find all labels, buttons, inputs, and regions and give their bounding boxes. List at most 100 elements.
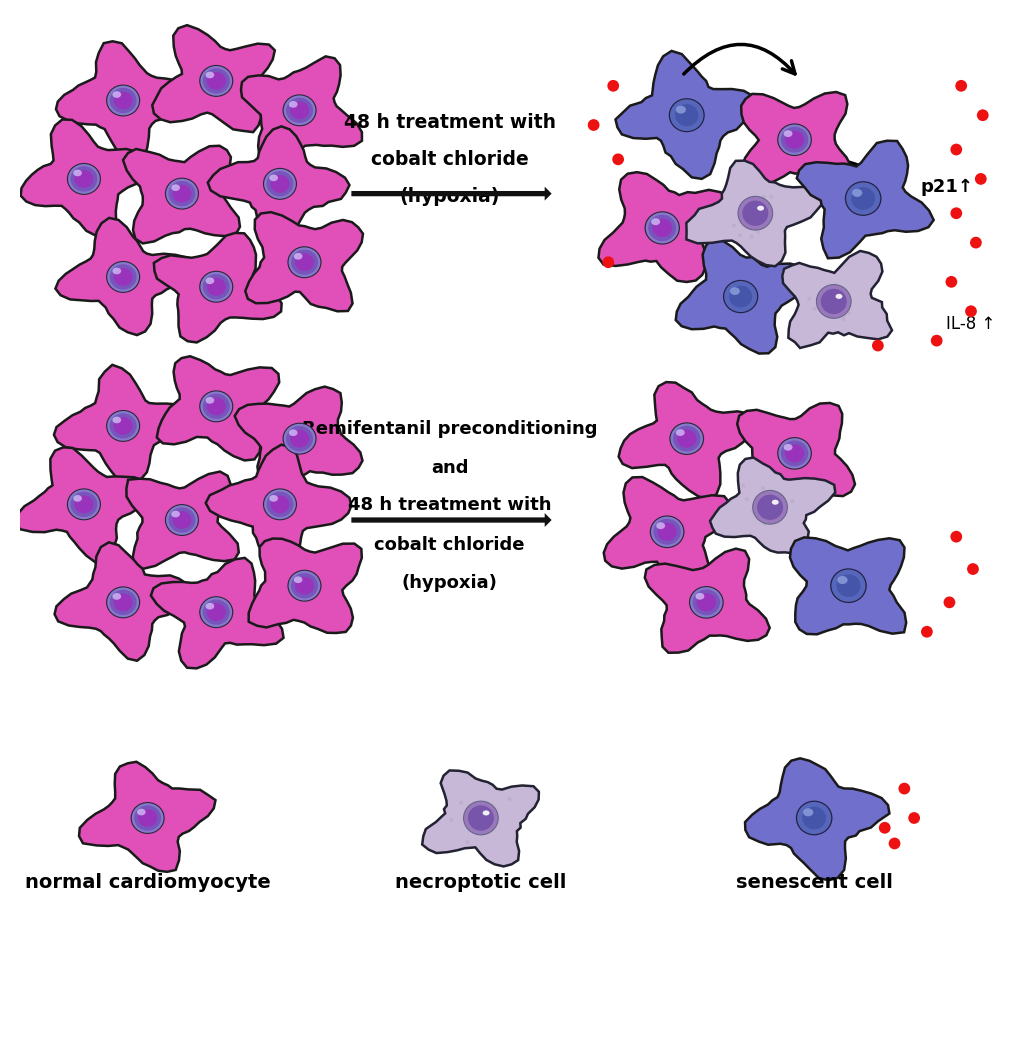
Circle shape xyxy=(920,626,931,638)
Ellipse shape xyxy=(112,268,121,274)
Ellipse shape xyxy=(468,805,493,830)
Ellipse shape xyxy=(207,72,225,90)
Circle shape xyxy=(950,144,961,155)
Text: (hypoxia): (hypoxia) xyxy=(401,574,497,592)
Ellipse shape xyxy=(207,603,225,621)
Ellipse shape xyxy=(200,272,232,301)
Circle shape xyxy=(842,314,846,318)
Circle shape xyxy=(488,804,492,809)
Circle shape xyxy=(485,801,489,805)
Circle shape xyxy=(743,199,747,203)
Ellipse shape xyxy=(742,200,767,226)
Ellipse shape xyxy=(783,444,792,451)
Ellipse shape xyxy=(290,573,318,598)
Ellipse shape xyxy=(109,414,137,439)
Ellipse shape xyxy=(294,577,314,595)
Text: (hypoxia): (hypoxia) xyxy=(399,188,499,206)
Polygon shape xyxy=(55,218,195,336)
Ellipse shape xyxy=(722,280,757,314)
Ellipse shape xyxy=(673,426,700,451)
Ellipse shape xyxy=(675,104,698,126)
Ellipse shape xyxy=(289,101,309,119)
Ellipse shape xyxy=(756,495,783,520)
Polygon shape xyxy=(126,472,238,569)
Text: cobalt chloride: cobalt chloride xyxy=(374,536,525,553)
Ellipse shape xyxy=(752,491,787,524)
Ellipse shape xyxy=(669,99,703,131)
Ellipse shape xyxy=(107,262,139,292)
Ellipse shape xyxy=(723,281,756,312)
Ellipse shape xyxy=(288,101,298,107)
Polygon shape xyxy=(54,542,189,661)
Ellipse shape xyxy=(113,268,132,286)
Circle shape xyxy=(834,283,838,288)
Ellipse shape xyxy=(669,423,702,454)
Ellipse shape xyxy=(756,205,763,210)
Polygon shape xyxy=(422,770,538,867)
Ellipse shape xyxy=(777,124,810,155)
Ellipse shape xyxy=(166,505,198,535)
Circle shape xyxy=(898,783,909,794)
Ellipse shape xyxy=(112,417,121,423)
Polygon shape xyxy=(78,762,215,872)
Ellipse shape xyxy=(171,184,179,191)
Polygon shape xyxy=(15,447,150,563)
Ellipse shape xyxy=(829,568,866,603)
Ellipse shape xyxy=(67,489,101,520)
Circle shape xyxy=(755,230,759,233)
Text: and: and xyxy=(430,460,468,477)
Circle shape xyxy=(839,302,843,306)
Polygon shape xyxy=(603,477,730,586)
Ellipse shape xyxy=(109,88,137,114)
Polygon shape xyxy=(154,233,281,343)
Ellipse shape xyxy=(288,429,298,436)
Ellipse shape xyxy=(130,802,164,834)
Polygon shape xyxy=(644,549,769,652)
Circle shape xyxy=(818,295,822,299)
Polygon shape xyxy=(598,172,730,282)
Ellipse shape xyxy=(668,98,704,132)
Circle shape xyxy=(943,596,955,609)
Ellipse shape xyxy=(199,271,233,303)
Polygon shape xyxy=(614,51,756,179)
Ellipse shape xyxy=(695,593,704,600)
Ellipse shape xyxy=(657,523,677,541)
Circle shape xyxy=(481,804,485,809)
Ellipse shape xyxy=(106,410,140,442)
Ellipse shape xyxy=(106,84,140,117)
Circle shape xyxy=(812,306,816,311)
Polygon shape xyxy=(789,538,905,635)
Circle shape xyxy=(955,80,966,92)
Text: ↑pMLKL: ↑pMLKL xyxy=(730,199,790,214)
Ellipse shape xyxy=(801,807,825,829)
Ellipse shape xyxy=(846,182,879,215)
Circle shape xyxy=(761,195,765,199)
Ellipse shape xyxy=(113,92,132,109)
Ellipse shape xyxy=(206,603,214,610)
Ellipse shape xyxy=(107,85,139,116)
Text: 48 h treatment with: 48 h treatment with xyxy=(347,496,550,515)
Circle shape xyxy=(907,812,919,824)
Ellipse shape xyxy=(264,169,296,199)
Ellipse shape xyxy=(844,181,880,216)
Ellipse shape xyxy=(200,597,232,627)
Ellipse shape xyxy=(138,809,157,827)
Text: normal cardiomyocyte: normal cardiomyocyte xyxy=(24,873,270,892)
Ellipse shape xyxy=(293,576,303,584)
Ellipse shape xyxy=(199,391,233,422)
Ellipse shape xyxy=(644,212,680,245)
Ellipse shape xyxy=(168,507,196,532)
Ellipse shape xyxy=(784,444,803,463)
Ellipse shape xyxy=(266,492,293,517)
Ellipse shape xyxy=(649,516,684,548)
Ellipse shape xyxy=(784,130,803,149)
Circle shape xyxy=(841,318,845,321)
Ellipse shape xyxy=(282,95,316,126)
Ellipse shape xyxy=(67,163,101,195)
Circle shape xyxy=(506,797,511,801)
Ellipse shape xyxy=(677,429,696,448)
Ellipse shape xyxy=(655,522,664,529)
Ellipse shape xyxy=(74,495,94,514)
Text: cobalt chloride: cobalt chloride xyxy=(370,150,528,169)
Ellipse shape xyxy=(137,809,146,816)
